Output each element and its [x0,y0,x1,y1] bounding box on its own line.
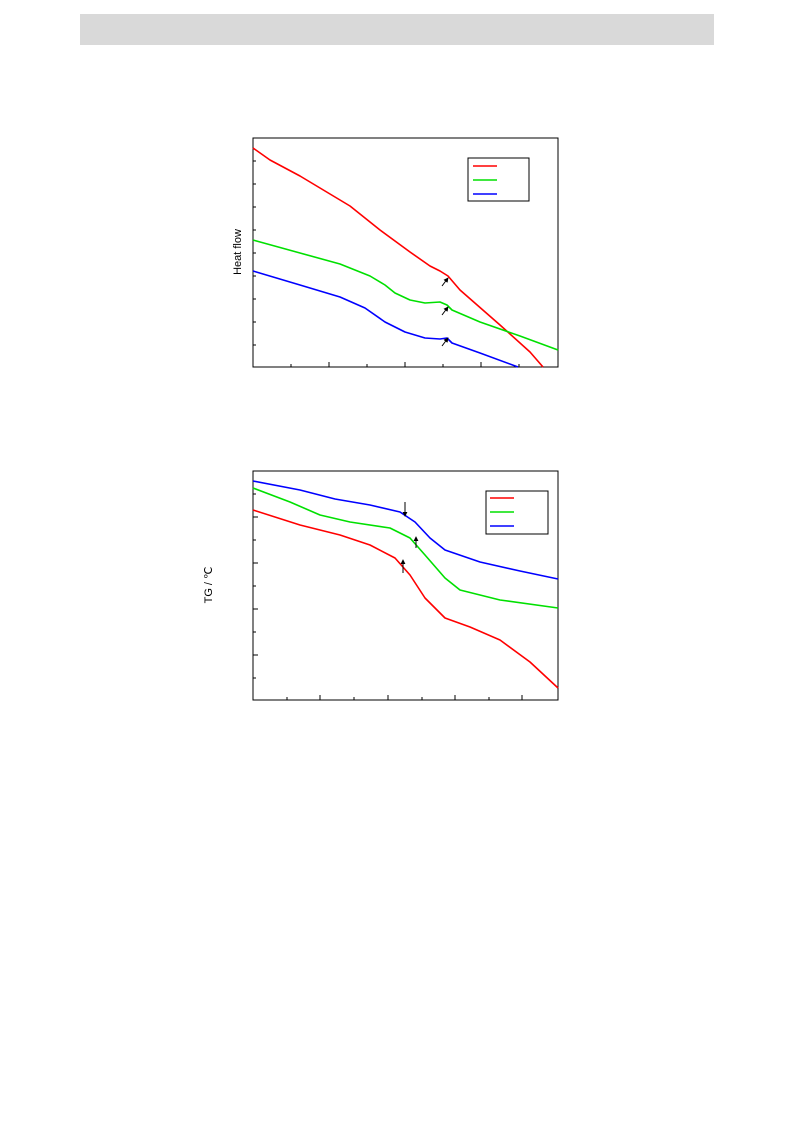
curve [252,487,559,609]
y-axis-label: TG / ℃ [203,567,215,604]
header-bar [80,14,714,45]
arrows [441,277,449,347]
arrows [400,502,419,573]
curve [252,509,559,689]
y-ticks [253,160,256,346]
curve [252,239,559,351]
y-axis-label: Heat flow [232,229,244,275]
x-ticks [252,695,523,700]
curve [252,270,519,368]
figure-heat-flow: Heat flow [232,137,559,368]
x-ticks [252,362,520,367]
y-ticks [253,493,258,679]
figure-tg: TG / ℃ [203,470,559,701]
legend [467,157,530,202]
curve [252,147,544,368]
legend [485,490,549,535]
curve [252,480,559,580]
